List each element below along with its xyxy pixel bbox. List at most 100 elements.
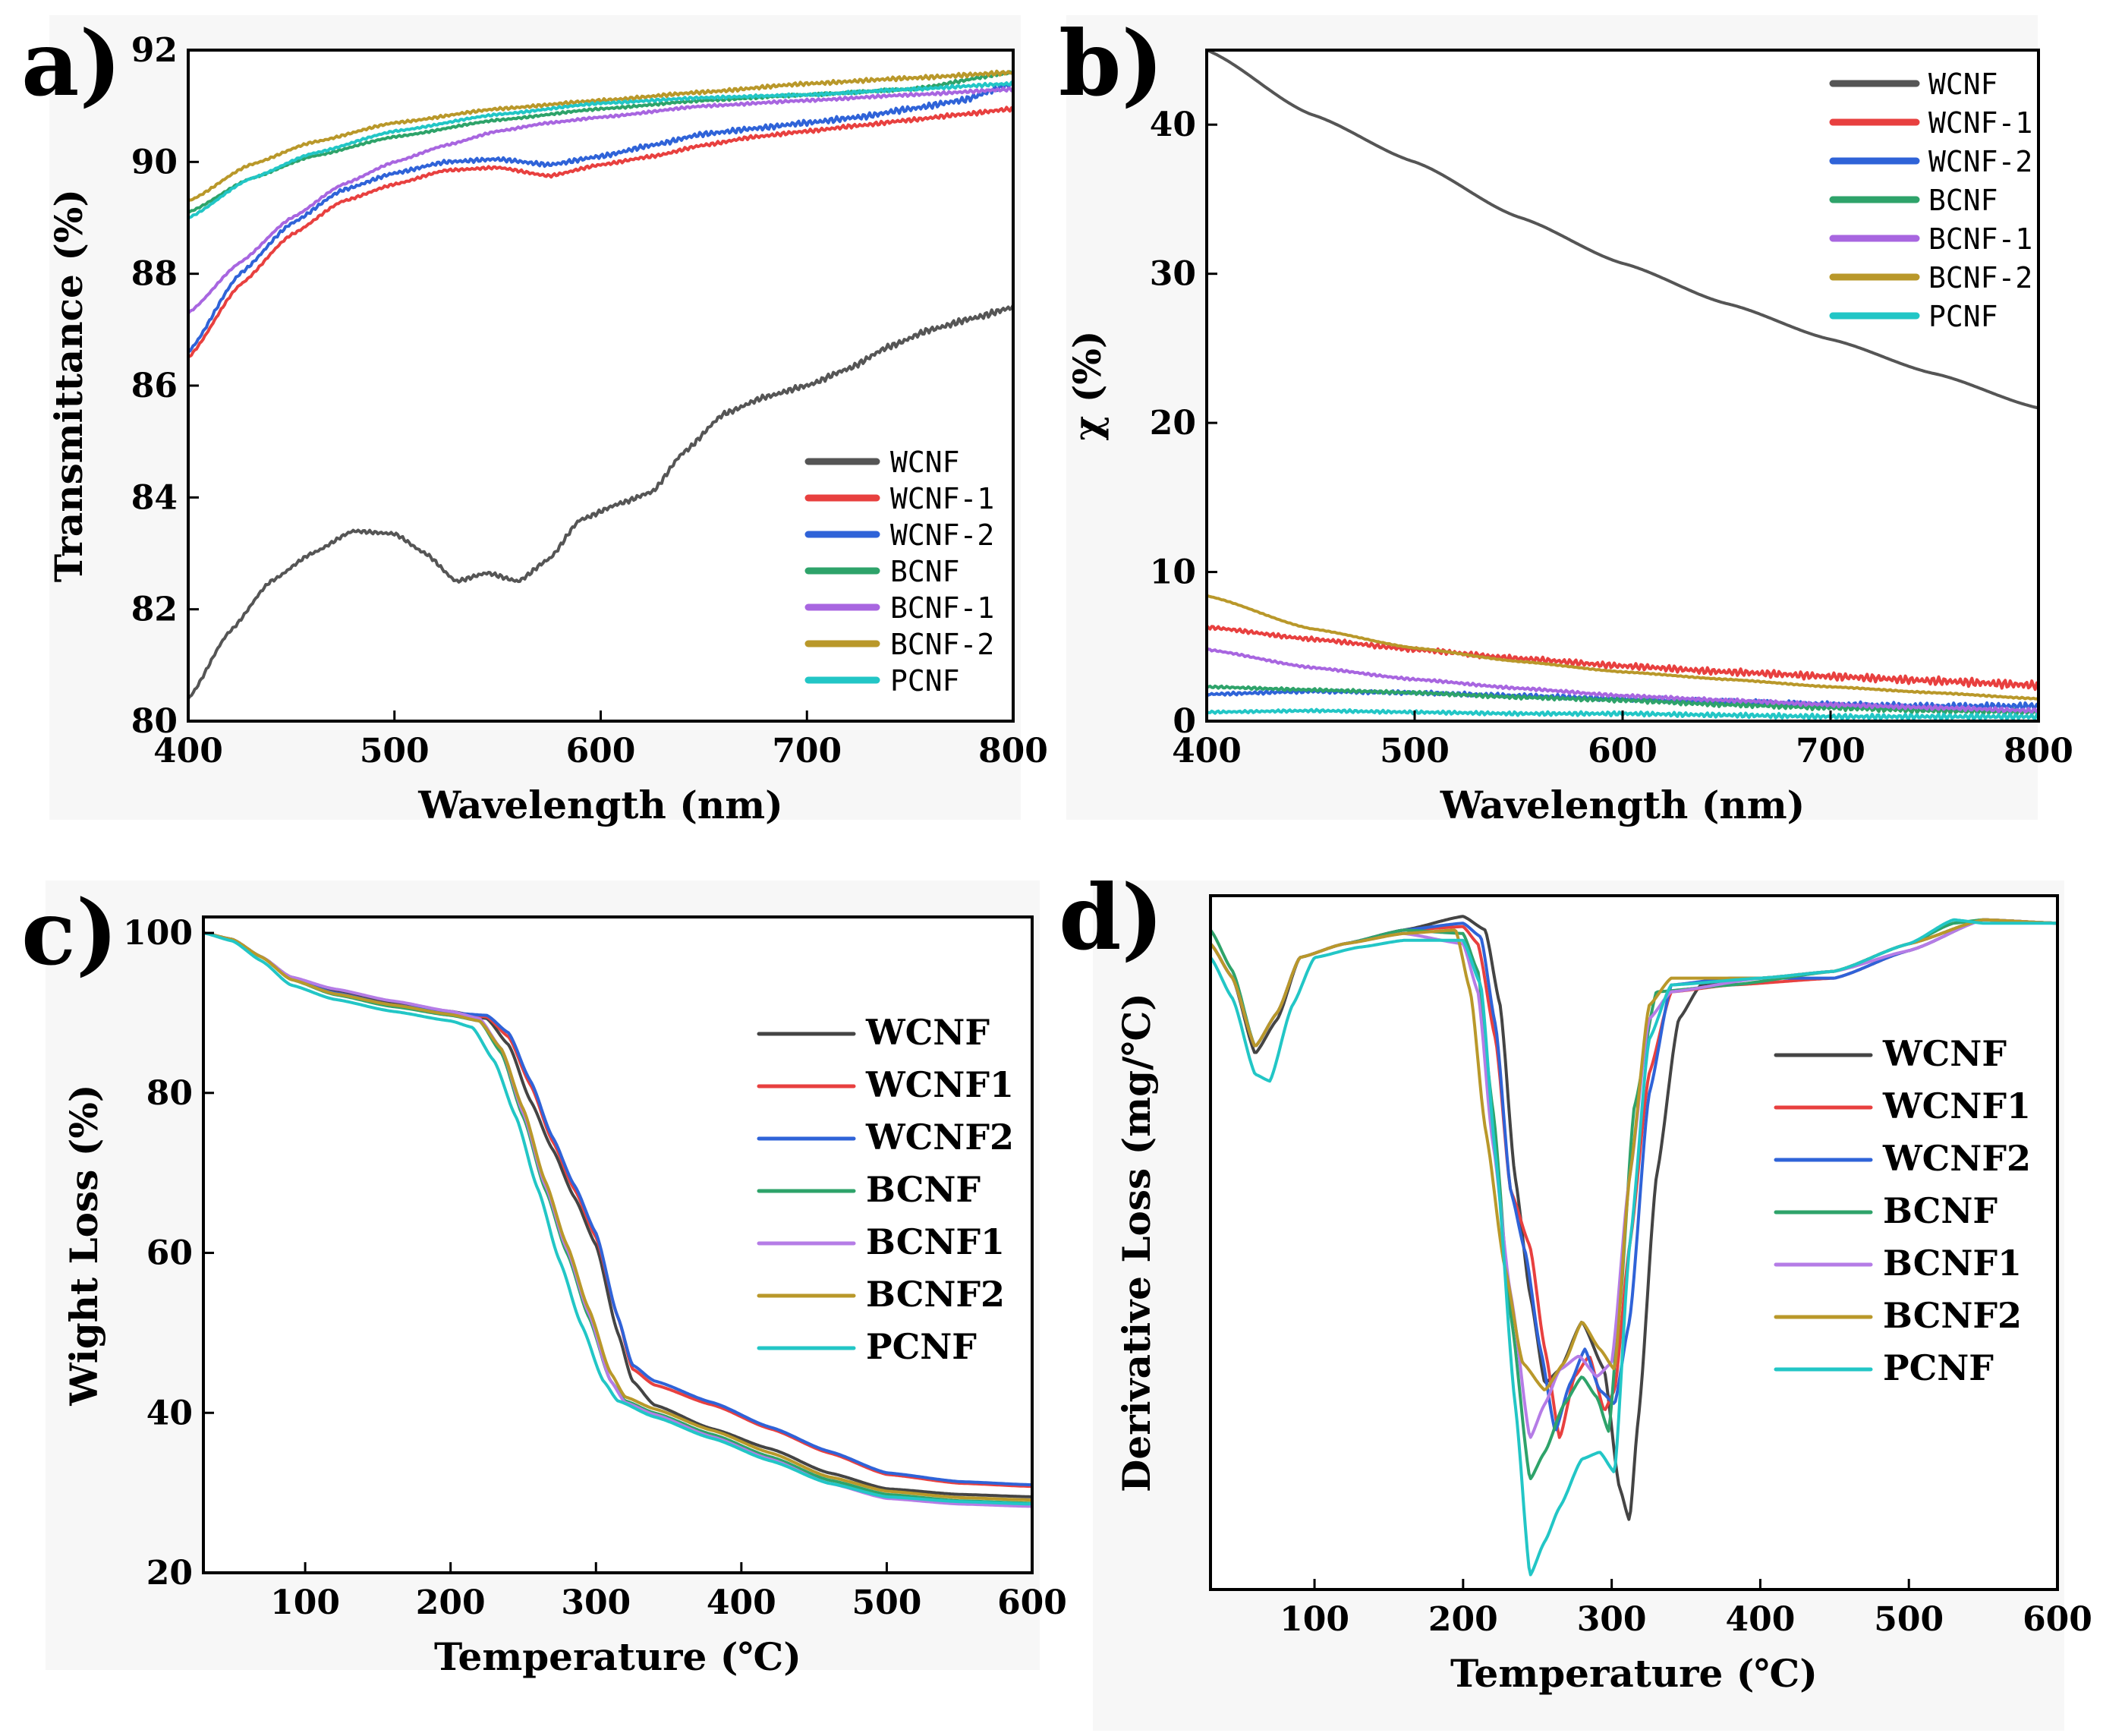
x-tick-label: 800	[978, 732, 1048, 770]
y-tick-label: 20	[1150, 404, 1196, 443]
legend-label-wcnf2: WCNF2	[865, 1117, 1014, 1158]
legend-label-bcnf-1: BCNF-1	[890, 591, 994, 625]
panel-c: 100 200 300 400 500 600 20 40 60 80 100 Temperature…	[21, 880, 1067, 1679]
legend: WCNF WCNF1 WCNF2 BCNF BCNF1 BCNF2 PCNF	[1774, 1033, 2031, 1388]
legend-label-wcnf1: WCNF1	[1882, 1085, 2031, 1126]
legend-label-bcnf2: BCNF2	[866, 1274, 1005, 1315]
y-tick-label: 90	[131, 143, 178, 181]
y-axis-label: Derivative Loss (mg/℃)	[1114, 993, 1159, 1492]
series-line-wcnf-1	[188, 106, 1013, 358]
legend-label-wcnf2: WCNF2	[1882, 1138, 2031, 1179]
series-group	[203, 931, 1032, 1508]
x-tick-label: 300	[1577, 1600, 1647, 1639]
x-tick-label: 700	[772, 732, 842, 770]
y-axis-label: χ (%)	[1065, 330, 1110, 440]
x-axis-label: Temperature (℃)	[434, 1634, 801, 1679]
x-tick-label: 700	[1796, 732, 1865, 770]
series-line-wcnf	[203, 931, 1032, 1498]
legend-label-wcnf: WCNF	[1882, 1033, 2007, 1074]
legend-label-pcnf: PCNF	[1928, 300, 1998, 333]
x-tick-label: 200	[416, 1583, 486, 1622]
x-tick-label: 400	[707, 1583, 776, 1622]
series-line-pcnf	[188, 80, 1013, 219]
x-axis-label: Wavelength (nm)	[1440, 783, 1805, 827]
legend-label-bcnf1: BCNF1	[1883, 1243, 2022, 1284]
y-tick-label: 10	[1150, 553, 1196, 592]
legend-label-bcnf: BCNF	[1928, 184, 1998, 217]
legend-label-wcnf: WCNF	[890, 446, 960, 479]
x-tick-label: 500	[360, 732, 430, 770]
series-line-bcnf1	[203, 931, 1032, 1508]
series-line-pcnf	[203, 931, 1032, 1506]
panel-letter: d)	[1059, 865, 1163, 970]
x-tick-label: 800	[2004, 732, 2073, 770]
x-tick-label: 600	[566, 732, 636, 770]
y-tick-label: 80	[131, 702, 178, 741]
y-tick-label: 82	[131, 591, 178, 629]
plot-area	[188, 50, 1013, 721]
x-tick-label: 400	[153, 732, 223, 770]
legend-label-pcnf: PCNF	[866, 1326, 977, 1367]
legend-label-pcnf: PCNF	[890, 664, 960, 698]
legend-label-bcnf-2: BCNF-2	[890, 628, 994, 661]
series-group	[188, 69, 1013, 700]
x-tick-label: 400	[1172, 732, 1242, 770]
legend-label-bcnf2: BCNF2	[1883, 1295, 2022, 1336]
legend-label-pcnf: PCNF	[1883, 1347, 1994, 1388]
x-tick-label: 400	[1725, 1600, 1795, 1639]
x-tick-label: 600	[997, 1583, 1067, 1622]
series-group	[1210, 915, 2057, 1577]
panel-a: 400 500 600 700 800 80 82 84 86 88 90 92 Wavelength …	[21, 11, 1048, 827]
y-axis-label: Wight Loss (%)	[61, 1084, 106, 1406]
series-line-wcnf	[188, 304, 1013, 700]
x-tick-label: 500	[1874, 1600, 1944, 1639]
legend-label-wcnf-1: WCNF-1	[890, 482, 994, 515]
plot-area	[203, 917, 1032, 1573]
x-tick-label: 100	[270, 1583, 340, 1622]
y-tick-label: 88	[131, 255, 178, 294]
panel-b: 400 500 600 700 800 0 10 20 30 40 Wavelength (nm) χ…	[1059, 11, 2073, 827]
x-tick-label: 600	[1588, 732, 1658, 770]
series-line-bcnf-1	[188, 87, 1013, 315]
y-tick-label: 40	[1150, 106, 1196, 144]
y-tick-label: 30	[1150, 255, 1196, 294]
y-tick-label: 100	[123, 914, 193, 953]
x-tick-label: 500	[1380, 732, 1450, 770]
y-tick-label: 0	[1173, 702, 1196, 741]
x-tick-label: 600	[2023, 1600, 2092, 1639]
plot-area	[1207, 50, 2038, 721]
legend-label-bcnf: BCNF	[1883, 1190, 1998, 1231]
plot-frame	[202, 915, 1034, 1574]
series-line-bcnf-2	[1207, 594, 2038, 701]
x-tick-label: 300	[561, 1583, 631, 1622]
x-tick-label: 200	[1428, 1600, 1498, 1639]
panel-letter: c)	[21, 880, 118, 985]
legend-label-wcnf-1: WCNF-1	[1928, 106, 2032, 140]
y-tick-label: 20	[146, 1554, 193, 1593]
legend-label-wcnf-2: WCNF-2	[1928, 145, 2032, 178]
series-line-wcnf	[1207, 49, 2038, 410]
x-tick-label: 100	[1280, 1600, 1349, 1639]
legend: WCNF WCNF1 WCNF2 BCNF BCNF1 BCNF2 PCNF	[757, 1012, 1014, 1367]
y-tick-label: 86	[131, 367, 178, 405]
panel-d: 100 200 300 400 500 600 Temperature (℃) Derivat…	[1059, 865, 2092, 1731]
plot-frame	[1209, 894, 2059, 1591]
x-tick-label: 500	[852, 1583, 921, 1622]
legend-label-bcnf1: BCNF1	[866, 1221, 1005, 1262]
y-axis-label: Transmittance (%)	[46, 189, 91, 582]
y-tick-label: 60	[146, 1234, 193, 1273]
legend-label-bcnf: BCNF	[866, 1169, 981, 1210]
series-line-wcnf-1	[1207, 624, 2038, 692]
legend-label-wcnf: WCNF	[1928, 68, 1998, 101]
series-line-wcnf-2	[188, 80, 1013, 353]
x-axis-label: Temperature (℃)	[1450, 1651, 1818, 1696]
legend-label-wcnf: WCNF	[865, 1012, 990, 1053]
legend-label-wcnf-2: WCNF-2	[890, 518, 994, 552]
x-axis-label: Wavelength (nm)	[417, 783, 783, 827]
y-tick-label: 80	[146, 1074, 193, 1113]
series-group	[1207, 49, 2038, 721]
series-line-bcnf-2	[188, 69, 1013, 203]
series-line-bcnf	[1207, 684, 2038, 717]
